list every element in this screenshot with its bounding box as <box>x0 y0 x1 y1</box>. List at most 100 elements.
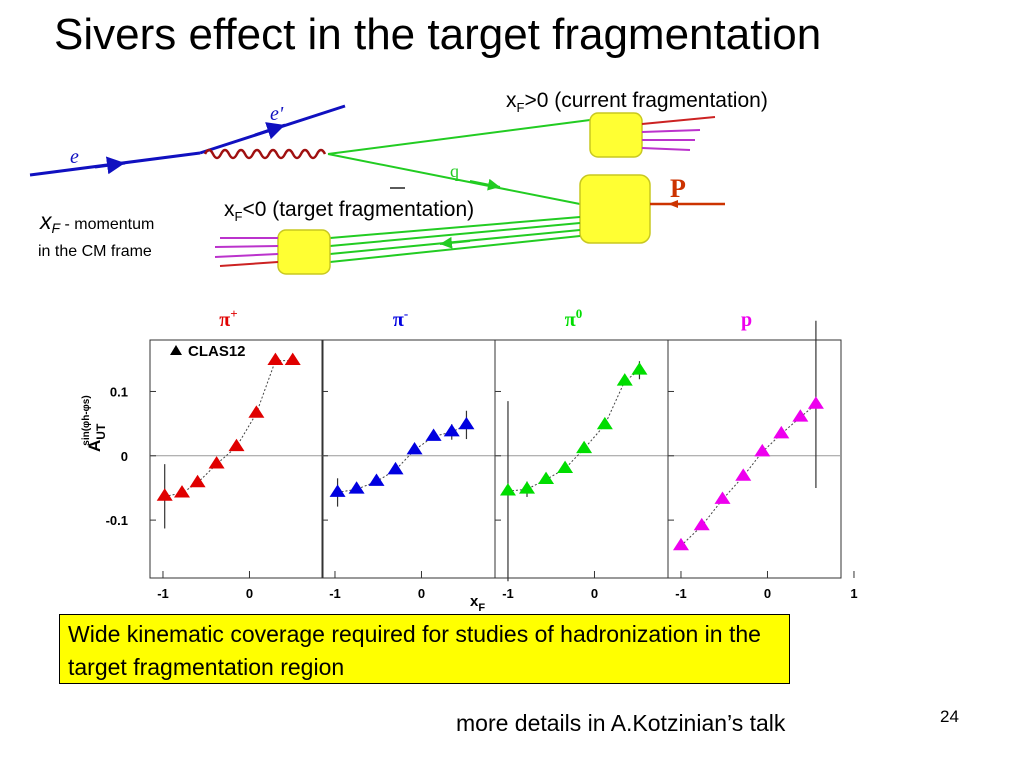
data-point <box>557 460 574 474</box>
panel-frame <box>494 339 669 579</box>
outgoing-hadron-line <box>641 147 691 151</box>
panel-title: π+ <box>219 306 237 331</box>
data-point <box>406 441 423 455</box>
label-sub: F <box>234 209 243 225</box>
credit-note: more details in A.Kotzinian’s talk <box>456 710 786 736</box>
panel-title-sup: - <box>404 306 408 321</box>
quark-line-target <box>327 153 586 206</box>
label-sub: F <box>516 100 525 116</box>
target-hadron-line <box>219 261 279 267</box>
x-axis-label: xF <box>470 593 485 614</box>
panel-title: p <box>741 309 752 331</box>
x-tick-label: 0 <box>418 586 425 601</box>
data-point <box>693 517 710 531</box>
data-point <box>538 471 555 484</box>
trend-line <box>507 369 640 492</box>
data-point <box>773 425 790 439</box>
quark-line-current <box>327 119 591 155</box>
q-label: q <box>450 161 459 181</box>
remnant-line <box>329 235 581 263</box>
data-point <box>596 416 613 430</box>
data-point <box>208 456 225 469</box>
label-x: x <box>506 89 517 112</box>
target-hadron-line <box>214 245 279 248</box>
data-point <box>248 405 265 418</box>
data-point <box>576 440 593 454</box>
xf-sub: F <box>51 220 61 237</box>
y-tick-label: 0 <box>121 449 128 464</box>
label-text: >0 (current fragmentation) <box>524 89 768 112</box>
page-number: 24 <box>940 707 959 726</box>
electron-arrow <box>94 156 126 175</box>
target-fragmentation-label: xF<0 (target fragmentation) <box>224 198 474 224</box>
sivers-asymmetry-plots: -1 0π+-1 0π--1 0π0-1 0 1p-0.100.1AUTsin(φh-φs… <box>81 306 858 614</box>
x-axis-label-sub: F <box>478 602 485 614</box>
x-tick-label: -1 <box>157 586 169 601</box>
y-axis-label-sup: sin(φh-φs) <box>81 395 92 445</box>
data-point <box>807 396 824 409</box>
xf-definition: xF - momentum in the CM frame <box>38 208 155 264</box>
panel-frame <box>667 339 842 579</box>
label-x: x <box>224 198 235 221</box>
trend-line <box>680 403 817 547</box>
data-point <box>284 352 301 365</box>
data-point <box>425 428 442 441</box>
panel-title: π- <box>393 306 408 331</box>
x-tick-label: 0 <box>591 586 598 601</box>
data-point <box>368 473 385 486</box>
slide-title: Sivers effect in the target fragmentatio… <box>54 10 822 59</box>
data-point <box>156 488 173 501</box>
fragmentation-diagram: e e' q P <box>29 103 725 275</box>
data-point <box>267 352 284 365</box>
y-tick-label: 0.1 <box>110 384 128 399</box>
scattered-electron-arrow <box>254 122 286 140</box>
data-point <box>499 483 516 496</box>
current-hadron-blob <box>589 112 643 158</box>
panel-frame <box>321 339 496 579</box>
y-axis-label: AUTsin(φh-φs) <box>81 395 108 452</box>
data-point <box>714 491 731 504</box>
outgoing-hadron-line <box>641 129 701 133</box>
data-point <box>735 468 752 481</box>
x-tick-label: 0 <box>246 586 253 601</box>
data-point <box>754 443 771 457</box>
remnant-line <box>329 216 581 239</box>
y-axis-label-sub: UT <box>94 423 108 440</box>
panel-title: π0 <box>565 306 582 331</box>
panel-frame <box>149 339 324 579</box>
electron-label: e <box>70 146 79 168</box>
x-tick-label: -1 <box>675 586 687 601</box>
outgoing-hadron-line <box>641 116 716 125</box>
data-point <box>189 474 206 488</box>
data-point <box>348 481 365 494</box>
data-point <box>519 481 536 494</box>
xf-text: - momentum <box>60 216 155 233</box>
target-hadron-line <box>214 253 279 258</box>
panel-title-sup: 0 <box>576 306 583 321</box>
data-point <box>443 423 460 437</box>
x-tick-label: -1 <box>329 586 341 601</box>
data-point <box>387 461 404 475</box>
quark-arrow <box>469 178 501 191</box>
x-tick-label: 0 <box>764 586 771 601</box>
remnant-arrow <box>439 236 471 249</box>
proton-blob <box>579 174 651 244</box>
data-point <box>792 409 809 422</box>
coverage-note: Wide kinematic coverage required for stu… <box>59 614 790 684</box>
data-point <box>174 485 191 498</box>
xf-symbol: x <box>40 208 52 234</box>
label-text: <0 (target fragmentation) <box>242 198 475 221</box>
x-tick-label: 1 <box>850 586 857 601</box>
scattered-electron-label: e' <box>270 103 284 125</box>
data-point <box>329 484 346 497</box>
virtual-photon <box>203 148 327 160</box>
target-hadron-blob <box>277 229 331 275</box>
data-point <box>631 362 648 375</box>
remnant-line <box>329 222 581 247</box>
panel-title-sup: + <box>230 306 237 321</box>
data-point <box>228 438 245 452</box>
trend-line <box>164 360 293 497</box>
x-tick-label: -1 <box>502 586 514 601</box>
legend-marker <box>170 345 182 355</box>
xf-text-line2: in the CM frame <box>38 243 152 261</box>
